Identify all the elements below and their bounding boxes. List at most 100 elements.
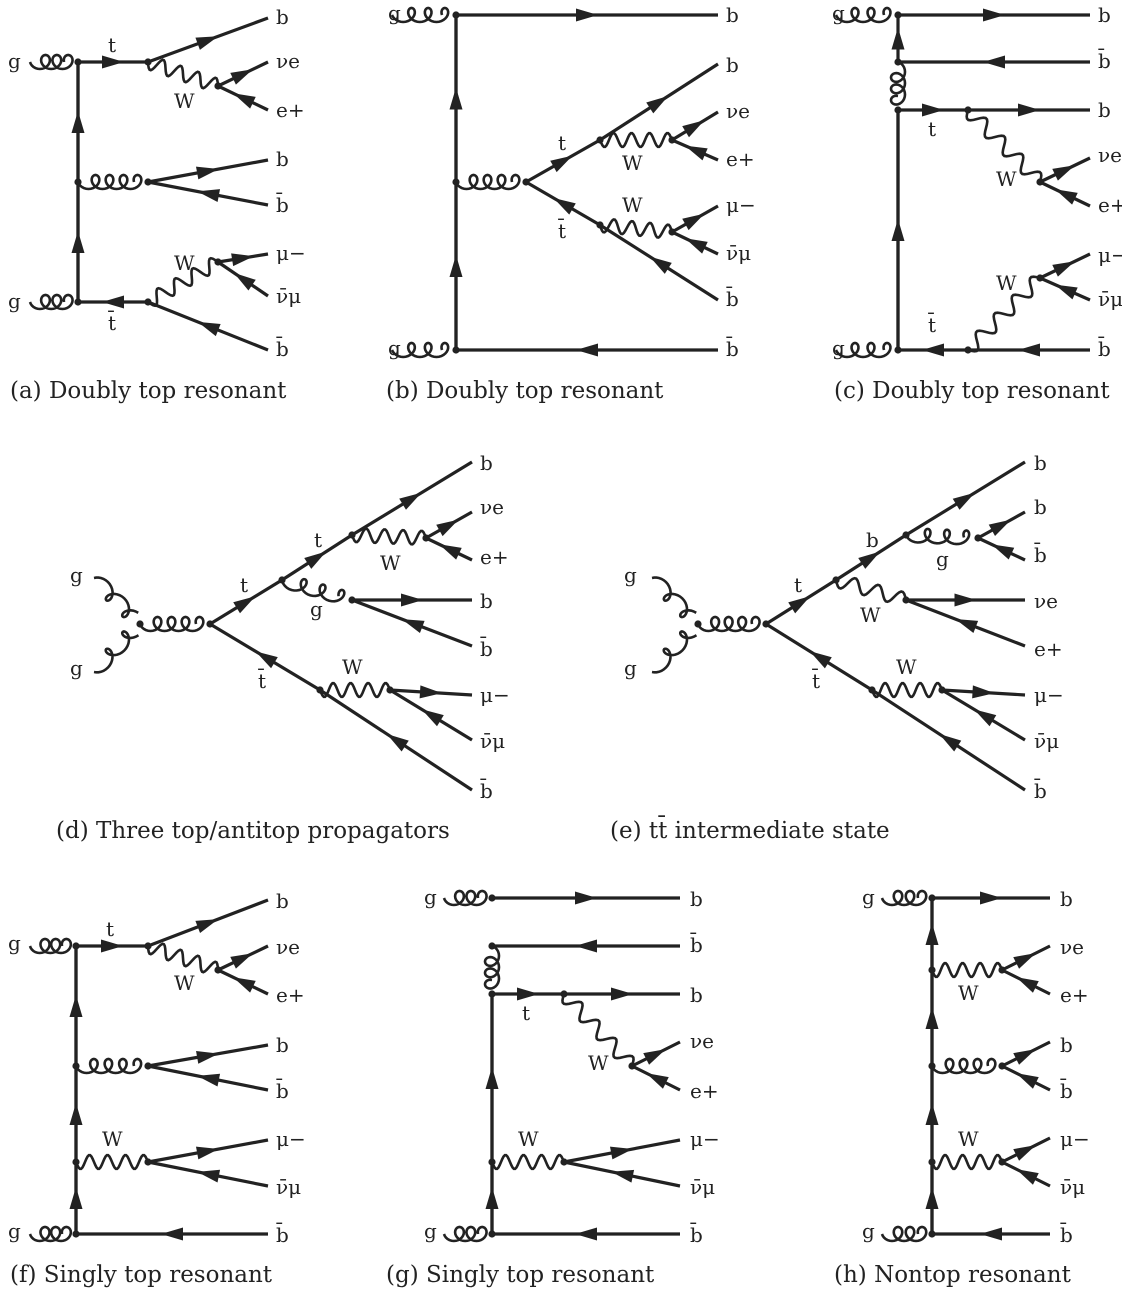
particle-label: t (108, 33, 116, 57)
fermion-arrow (925, 1187, 939, 1209)
vertex (144, 58, 152, 66)
fermion-arrow (233, 596, 256, 614)
particle-label: b (276, 147, 289, 171)
vertex (998, 1062, 1006, 1070)
fermion-arrow (517, 987, 539, 1001)
fermion-arrow (925, 1103, 939, 1125)
particle-label: μ− (726, 193, 756, 217)
w-boson-line (598, 218, 674, 239)
fermion-arrow (1016, 1073, 1039, 1089)
fermion-arrow (1054, 284, 1078, 300)
caption: (h) Nontop resonant (834, 1262, 1072, 1288)
gluon-line (28, 53, 74, 71)
vertex (144, 178, 152, 186)
fermion-arrow (991, 544, 1015, 560)
fermion-arrow (955, 619, 979, 634)
gluon-line (483, 944, 501, 990)
fermion-arrow (485, 1067, 499, 1089)
particle-label: νe (1060, 935, 1084, 959)
particle-label: g (8, 289, 21, 313)
particle-label: ν̄μ (276, 1175, 301, 1199)
vertex (998, 1158, 1006, 1166)
particle-label: g (70, 563, 83, 587)
vertex (832, 576, 840, 584)
particle-label: t̄ (258, 668, 266, 693)
fermion-arrow (1013, 953, 1036, 969)
particle-label: b̄ (690, 932, 703, 957)
gluon-line (696, 615, 761, 633)
particle-label: b (1034, 495, 1047, 519)
fermion-arrow (575, 939, 597, 953)
vertex (928, 894, 936, 902)
particle-label: b̄ (1060, 1222, 1073, 1247)
gluon-line (834, 341, 892, 359)
particle-label: νe (276, 49, 300, 73)
particle-label: g (388, 1, 401, 25)
fermion-arrow (611, 987, 633, 1001)
particle-label: b (690, 983, 703, 1007)
gluon-line (454, 173, 521, 191)
fermion-arrow (550, 155, 573, 173)
w-boson-line (318, 681, 392, 699)
vertex (628, 1062, 636, 1070)
diagram-c: g g t t̄ W Wb b̄ b νe e+ μ− ν̄μ b̄ (c) Doubly top res… (832, 1, 1122, 404)
vertex (938, 686, 946, 694)
particle-label: W (342, 655, 363, 679)
vertex (998, 966, 1006, 974)
fermion-arrow (685, 238, 708, 254)
gluon-line (889, 60, 907, 106)
vertex (278, 576, 286, 584)
vertex (928, 966, 936, 974)
particle-label: t (522, 1001, 530, 1025)
vertex (488, 990, 496, 998)
diagram-b: g g t t̄ WWb b νe e+ μ− ν̄μ b̄ b̄ (b) Doubly top res… (386, 1, 756, 404)
w-boson-line (930, 1153, 1004, 1171)
gluon-line (834, 6, 892, 24)
fermion-arrow (1013, 1145, 1036, 1161)
fermion-arrow (69, 1103, 83, 1125)
particle-label: νe (1098, 143, 1122, 167)
fermion-arrow (1018, 103, 1040, 117)
vertex (144, 1158, 152, 1166)
particle-label: ν̄μ (1060, 1175, 1085, 1199)
particle-label: W (622, 151, 643, 175)
fermion-arrow (421, 709, 444, 727)
fermion-arrow (922, 103, 944, 117)
particle-label: W (174, 251, 195, 275)
fermion-arrow (439, 544, 462, 560)
vertex (72, 1230, 80, 1238)
particle-label: e+ (690, 1079, 719, 1103)
fermion-arrow (682, 213, 705, 231)
vertex (928, 1158, 936, 1166)
fermion-arrow (485, 1187, 499, 1209)
particle-label: ν̄μ (1098, 287, 1122, 311)
fermion-arrow (925, 1007, 939, 1029)
fermion-arrow (922, 343, 944, 357)
fermion-arrow (197, 189, 221, 202)
fermion-arrow (954, 593, 977, 607)
vertex (72, 1158, 80, 1166)
particle-label: μ− (276, 241, 306, 265)
fermion-arrow (231, 253, 254, 267)
particle-label: b̄ (1098, 336, 1111, 361)
vertex (928, 1230, 936, 1238)
particle-label: g (624, 656, 637, 680)
vertex (974, 534, 982, 542)
fermion-arrow (69, 995, 83, 1017)
w-boson-line (350, 527, 428, 546)
gluon-line (390, 6, 450, 24)
fermion-arrow (196, 1146, 219, 1160)
fermion-arrow (988, 519, 1012, 537)
particle-label: g (8, 49, 21, 73)
particle-label: ν̄μ (1034, 729, 1059, 753)
particle-label: b (726, 3, 739, 27)
gluon-line (390, 341, 450, 359)
vertex (72, 1062, 80, 1070)
particle-label: ν̄μ (276, 284, 301, 308)
fermion-arrow (197, 1169, 221, 1183)
fermion-arrow (233, 272, 256, 291)
gluon-line (930, 1057, 997, 1075)
w-boson-line (147, 256, 219, 308)
